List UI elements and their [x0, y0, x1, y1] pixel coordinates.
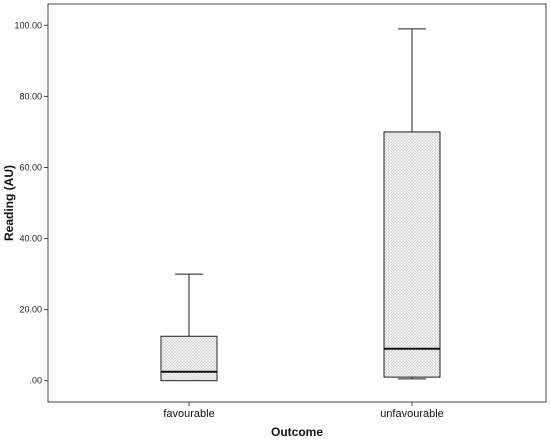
iqr-box [383, 131, 441, 378]
boxes-layer [160, 28, 441, 382]
y-tick-label: 60.00 [19, 162, 42, 172]
y-tick-label: 80.00 [19, 91, 42, 101]
plot-frame [47, 3, 547, 403]
y-tick-label: 20.00 [19, 305, 42, 315]
x-category-label: favourable [163, 408, 214, 420]
box-favourable [160, 273, 218, 382]
box-unfavourable [383, 28, 441, 380]
y-tick-label: .00 [29, 376, 42, 386]
x-category-label: unfavourable [380, 408, 444, 420]
y-tick-label: 40.00 [19, 234, 42, 244]
y-tick-label: 100.00 [14, 20, 42, 30]
x-axis-title: Outcome [271, 425, 323, 439]
y-axis-title: Reading (AU) [2, 165, 16, 241]
iqr-box [160, 335, 218, 382]
x-axis: favourable unfavourable [163, 402, 444, 420]
y-axis: .00 20.00 40.00 60.00 80.00 100.00 [14, 20, 48, 386]
